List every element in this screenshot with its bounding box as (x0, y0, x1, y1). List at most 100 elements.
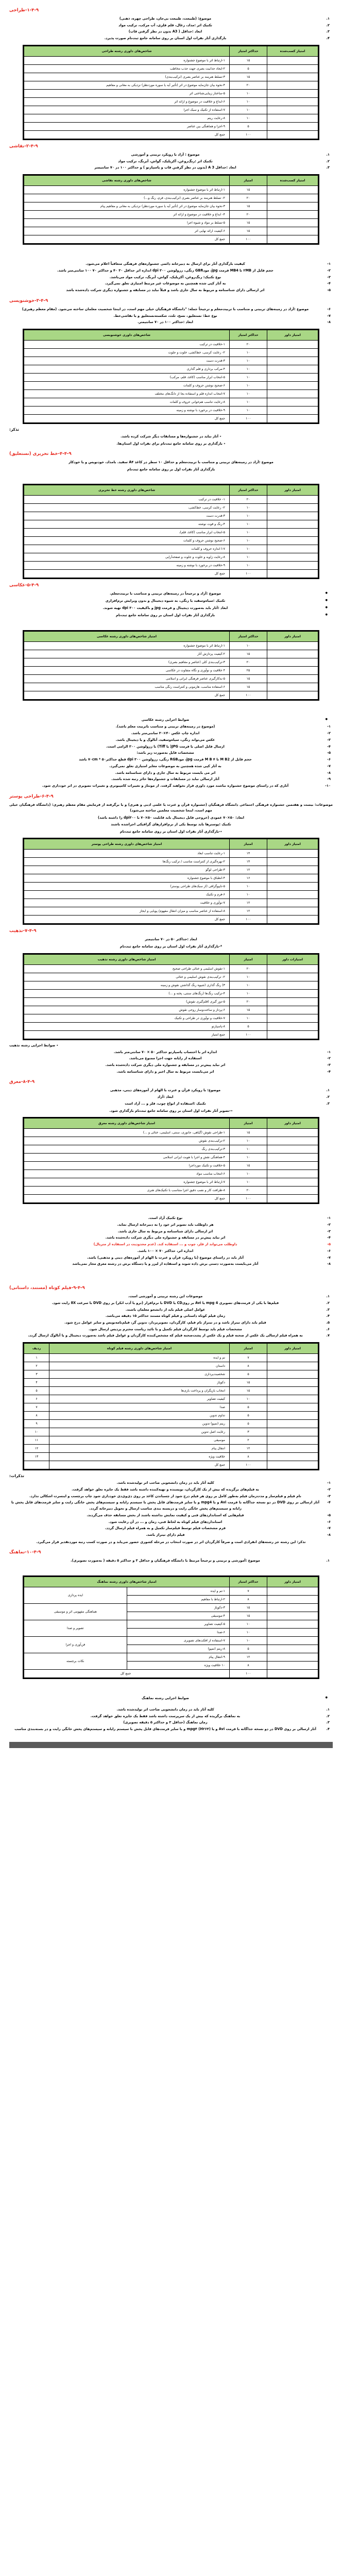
cell-got[interactable] (267, 1628, 318, 1637)
cell-got[interactable] (267, 495, 318, 504)
cell-got[interactable] (267, 406, 318, 415)
cell-got[interactable] (267, 1661, 318, 1670)
cell-got[interactable] (267, 1194, 318, 1204)
cell-got[interactable] (267, 227, 318, 236)
cell-got[interactable] (267, 97, 318, 106)
cell-got[interactable] (267, 1005, 318, 1014)
cell-got[interactable] (267, 1386, 318, 1396)
cell-got[interactable] (267, 113, 318, 123)
cell-got[interactable] (267, 980, 318, 990)
cell-got[interactable] (267, 569, 318, 579)
cell-got[interactable] (267, 89, 318, 98)
cell-rownum: ۲ (24, 1362, 49, 1371)
cell-got[interactable] (267, 503, 318, 513)
cell-got[interactable] (267, 373, 318, 382)
table-header-row: امتیاز کسب‌شده حداکثر امتیاز شاخص‌های دا… (24, 45, 318, 57)
cell-got[interactable] (267, 194, 318, 203)
cell-got[interactable] (267, 874, 318, 883)
cell-got[interactable] (267, 122, 318, 131)
cell-got[interactable] (267, 1178, 318, 1187)
cell-got[interactable] (267, 1603, 318, 1613)
cell-got[interactable] (267, 1669, 318, 1679)
cell-got[interactable] (267, 1013, 318, 1023)
cell-got[interactable] (267, 536, 318, 546)
cell-got[interactable] (267, 210, 318, 219)
cell-got[interactable] (267, 218, 318, 228)
cell-got[interactable] (267, 915, 318, 924)
cell-got[interactable] (267, 1461, 318, 1470)
cell-got[interactable] (267, 72, 318, 81)
cell-got[interactable] (267, 561, 318, 570)
cell-got[interactable] (267, 56, 318, 65)
cell-got[interactable] (267, 235, 318, 244)
cell-got[interactable] (267, 398, 318, 407)
cell-got[interactable] (267, 1030, 318, 1039)
cell-got[interactable] (267, 512, 318, 521)
cell-got[interactable] (267, 1411, 318, 1420)
cell-got[interactable] (267, 1362, 318, 1371)
cell-got[interactable] (267, 866, 318, 875)
cell-got[interactable] (267, 1128, 318, 1138)
cell-got[interactable] (267, 414, 318, 423)
cell-got[interactable] (267, 1153, 318, 1162)
cell-got[interactable] (267, 989, 318, 998)
cell-got[interactable] (267, 907, 318, 916)
cell-got[interactable] (267, 1137, 318, 1146)
cell-got[interactable] (267, 849, 318, 858)
cell-got[interactable] (267, 890, 318, 900)
cell-got[interactable] (267, 64, 318, 73)
cell-indicator: ۶-استفاده مناسب، هارمونی و کنتراست رنگی … (24, 682, 230, 691)
cell-got[interactable] (267, 1436, 318, 1445)
cell-got[interactable] (267, 657, 318, 667)
cell-got[interactable] (267, 641, 318, 650)
cell-got[interactable] (267, 1620, 318, 1629)
cell-got[interactable] (267, 365, 318, 374)
cell-got[interactable] (267, 666, 318, 675)
cell-got[interactable] (267, 80, 318, 90)
cell-got[interactable] (267, 1370, 318, 1379)
cell-got[interactable] (267, 553, 318, 562)
cell-got[interactable] (267, 972, 318, 981)
cell-got[interactable] (267, 1145, 318, 1154)
cell-got[interactable] (267, 1170, 318, 1179)
cell-got[interactable] (267, 674, 318, 683)
cell-got[interactable] (267, 1378, 318, 1387)
cell-got[interactable] (267, 882, 318, 891)
cell-got[interactable] (267, 1395, 318, 1404)
cell-got[interactable] (267, 340, 318, 349)
cell-got[interactable] (267, 1595, 318, 1604)
cell-got[interactable] (267, 1612, 318, 1621)
cell-got[interactable] (267, 857, 318, 867)
cell-got[interactable] (267, 1653, 318, 1662)
cell-got[interactable] (267, 1428, 318, 1437)
cell-got[interactable] (267, 185, 318, 195)
cell-got[interactable] (267, 997, 318, 1006)
cell-got[interactable] (267, 348, 318, 358)
cell-got[interactable] (267, 357, 318, 366)
cell-got[interactable] (267, 964, 318, 973)
cell-got[interactable] (267, 649, 318, 658)
cell-got[interactable] (267, 1645, 318, 1654)
cell-got[interactable] (267, 1452, 318, 1462)
cell-got[interactable] (267, 1403, 318, 1412)
cell-got[interactable] (267, 1444, 318, 1453)
cell-got[interactable] (267, 682, 318, 691)
cell-got[interactable] (267, 1636, 318, 1646)
cell-got[interactable] (267, 545, 318, 554)
cell-got[interactable] (267, 1161, 318, 1171)
cell-got[interactable] (267, 899, 318, 908)
cell-got[interactable] (267, 389, 318, 399)
cell-got[interactable] (267, 1022, 318, 1031)
cell-got[interactable] (267, 202, 318, 211)
cell-got[interactable] (267, 528, 318, 537)
cell-got[interactable] (267, 381, 318, 391)
cell-got[interactable] (267, 1419, 318, 1429)
cell-indicator: ۴-نحوه بیان جان‌مایه موضوع در اثر (تأثیر… (24, 80, 230, 90)
cell-got[interactable] (267, 1186, 318, 1195)
cell-got[interactable] (267, 1353, 318, 1363)
cell-got[interactable] (267, 1587, 318, 1596)
cell-got[interactable] (267, 520, 318, 529)
cell-got[interactable] (267, 105, 318, 114)
cell-got[interactable] (267, 130, 318, 139)
cell-got[interactable] (267, 690, 318, 700)
